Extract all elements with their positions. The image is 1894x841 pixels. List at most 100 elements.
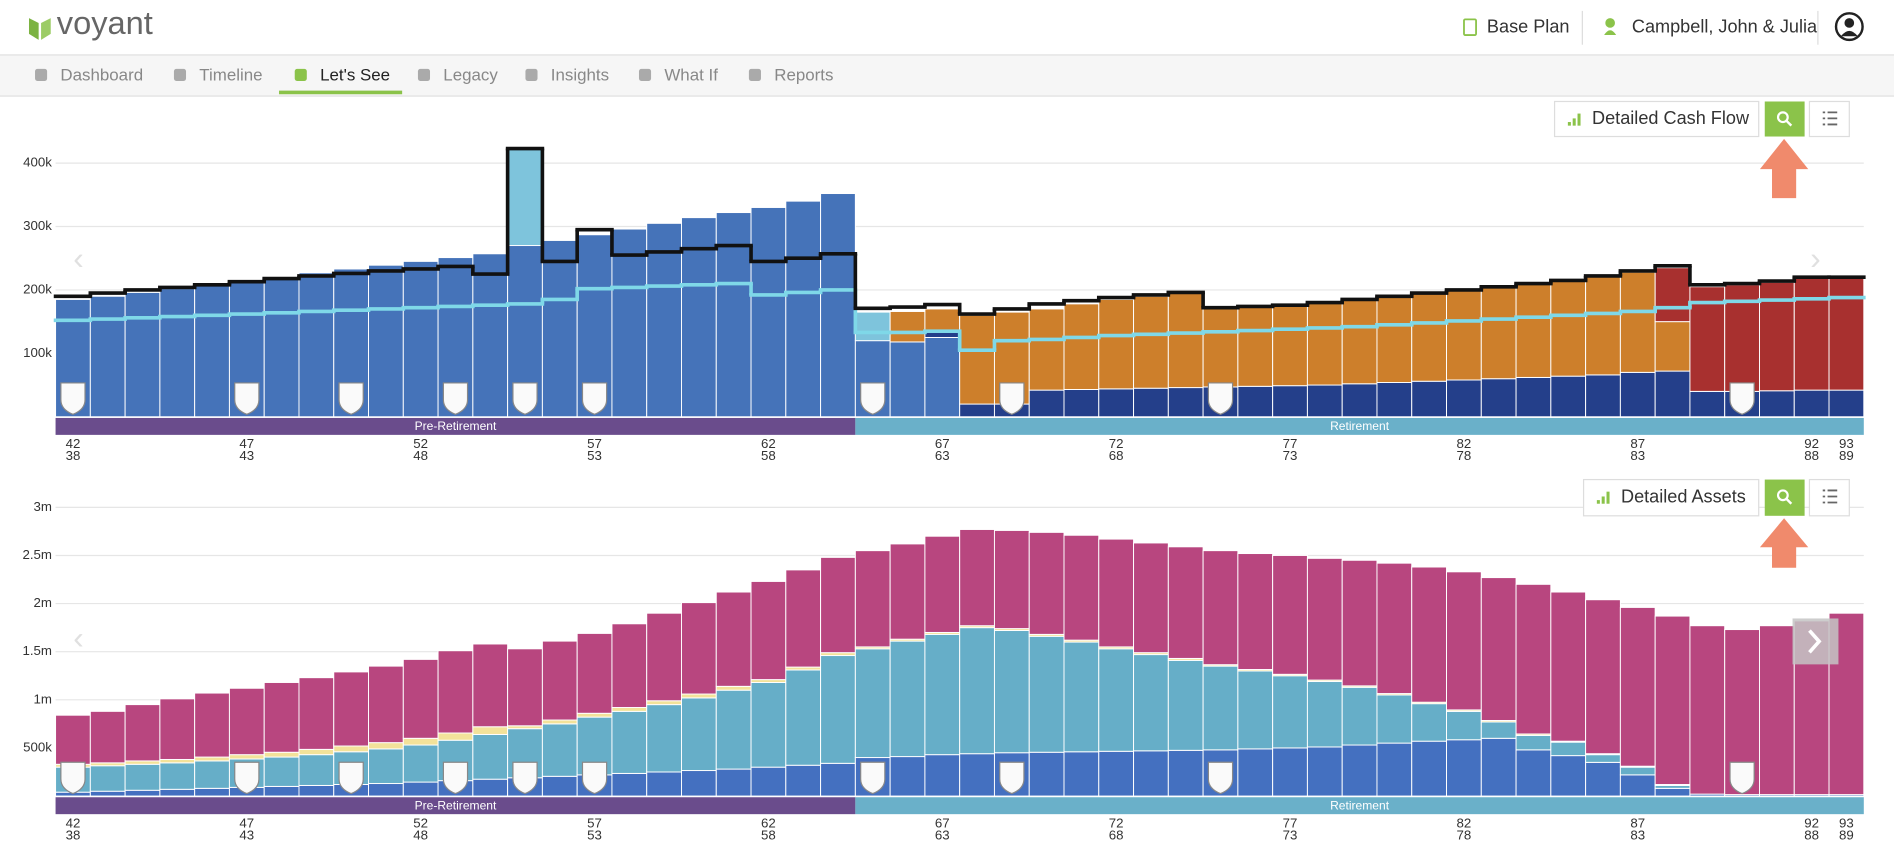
- nav-tab[interactable]: Legacy: [443, 66, 498, 85]
- bar-segment: [402, 260, 439, 418]
- event-marker[interactable]: [338, 382, 364, 415]
- bar-segment: [159, 698, 196, 760]
- bar-segment: [124, 291, 161, 418]
- event-marker[interactable]: [999, 382, 1025, 415]
- x-tick-label-spouse: 48: [413, 827, 428, 841]
- logo[interactable]: voyant: [57, 4, 153, 41]
- bar-segment: [1063, 751, 1100, 797]
- bar-segment: [1306, 557, 1343, 681]
- phase-band: [55, 797, 856, 815]
- x-tick-label-spouse: 89: [1839, 827, 1854, 841]
- zoom-button[interactable]: [1764, 479, 1805, 516]
- bar-segment: [1480, 286, 1517, 380]
- annotation-arrow: [1759, 518, 1809, 568]
- bar-segment: [1098, 750, 1135, 797]
- nav-bar: Dashboard Timeline Let's See Legacy Insights…: [0, 55, 1894, 97]
- bar-segment: [263, 751, 300, 758]
- event-marker[interactable]: [234, 382, 260, 415]
- nav-tab[interactable]: Let's See: [320, 66, 390, 85]
- event-marker[interactable]: [581, 761, 608, 795]
- bar-segment: [681, 770, 717, 797]
- chart-selector[interactable]: [1553, 100, 1760, 138]
- x-tick-label: 87: [1630, 436, 1645, 451]
- bar-segment: [228, 687, 265, 756]
- bar-segment: [1306, 681, 1343, 748]
- nav-tab[interactable]: Insights: [551, 66, 609, 85]
- cash-flow-toolbar: Detailed Cash Flow ‹ ›: [73, 100, 1850, 276]
- bar-segment: [1167, 659, 1204, 751]
- client-selector[interactable]: Campbell, John & Julia: [1632, 17, 1818, 37]
- scroll-left[interactable]: ‹: [73, 621, 83, 656]
- bar-segment: [1446, 710, 1482, 741]
- x-tick-label-spouse: 83: [1630, 827, 1645, 841]
- event-marker[interactable]: [999, 761, 1025, 795]
- event-marker[interactable]: [1729, 382, 1755, 415]
- event-marker[interactable]: [60, 382, 86, 415]
- event-marker[interactable]: [512, 761, 538, 795]
- plan-selector[interactable]: Base Plan: [1487, 17, 1570, 37]
- nav-tab[interactable]: What If: [664, 66, 718, 85]
- event-marker[interactable]: [860, 382, 886, 415]
- bar-segment: [1167, 546, 1204, 659]
- bar-segment: [1028, 531, 1065, 635]
- bar-segment: [1411, 380, 1447, 418]
- user-menu[interactable]: [1834, 12, 1864, 42]
- chart-icon: [1606, 491, 1610, 504]
- bar-segment: [159, 288, 196, 418]
- bar-segment: [1098, 388, 1135, 418]
- bar-segment: [611, 710, 648, 774]
- bar-segment: [1689, 390, 1726, 418]
- event-marker[interactable]: [581, 382, 608, 415]
- x-tick-label: 72: [1109, 815, 1124, 830]
- event-marker[interactable]: [338, 761, 364, 795]
- scroll-right-button[interactable]: [1792, 618, 1839, 665]
- list-button[interactable]: [1808, 478, 1850, 517]
- x-tick-label-spouse: 68: [1109, 448, 1124, 463]
- zoom-icon: [1776, 489, 1789, 502]
- bar-segment: [1063, 641, 1100, 753]
- bar-segment: [89, 710, 126, 764]
- nav-tab[interactable]: Reports: [774, 66, 833, 85]
- bar-segment: [1515, 749, 1552, 797]
- bar-segment: [681, 217, 717, 418]
- x-tick-label-spouse: 48: [413, 448, 428, 463]
- x-tick-label: 82: [1457, 436, 1472, 451]
- event-marker[interactable]: [860, 761, 886, 795]
- bar-segment: [889, 543, 926, 640]
- bar-segment: [1550, 591, 1587, 742]
- event-marker[interactable]: [442, 761, 469, 795]
- bar-segment: [1446, 571, 1482, 711]
- bar-segment: [1202, 665, 1239, 751]
- scroll-left[interactable]: ‹: [73, 241, 83, 276]
- scroll-right[interactable]: ›: [1810, 241, 1820, 276]
- nav-tab[interactable]: Timeline: [199, 66, 262, 85]
- chart-title[interactable]: Detailed Cash Flow: [1592, 108, 1750, 128]
- phase-label: Retirement: [1330, 419, 1390, 433]
- bar-segment: [298, 677, 335, 750]
- bar-segment: [194, 756, 230, 762]
- event-marker[interactable]: [60, 761, 86, 795]
- zoom-button[interactable]: [1764, 101, 1805, 137]
- bar-segment: [993, 630, 1030, 754]
- bar-segment: [1237, 305, 1274, 387]
- event-marker[interactable]: [512, 382, 538, 415]
- bar-segment: [1028, 308, 1065, 391]
- event-marker[interactable]: [442, 382, 469, 415]
- x-tick-label-spouse: 58: [761, 827, 776, 841]
- event-marker[interactable]: [1207, 382, 1234, 415]
- chart-title[interactable]: Detailed Assets: [1621, 486, 1746, 506]
- event-marker[interactable]: [234, 761, 260, 795]
- event-marker[interactable]: [1207, 761, 1234, 795]
- x-tick-label-spouse: 73: [1283, 448, 1298, 463]
- bar-segment: [263, 682, 300, 753]
- bar-segment: [541, 723, 578, 777]
- bar-segment: [368, 665, 404, 744]
- event-marker[interactable]: [1729, 761, 1755, 795]
- bar-segment: [472, 253, 509, 418]
- x-tick-label-spouse: 78: [1457, 827, 1472, 841]
- x-tick-label: 77: [1283, 815, 1298, 830]
- nav-tab[interactable]: Dashboard: [60, 66, 143, 85]
- bar-segment: [1272, 304, 1308, 387]
- bar-segment: [1550, 741, 1587, 757]
- chart-selector[interactable]: [1582, 478, 1760, 517]
